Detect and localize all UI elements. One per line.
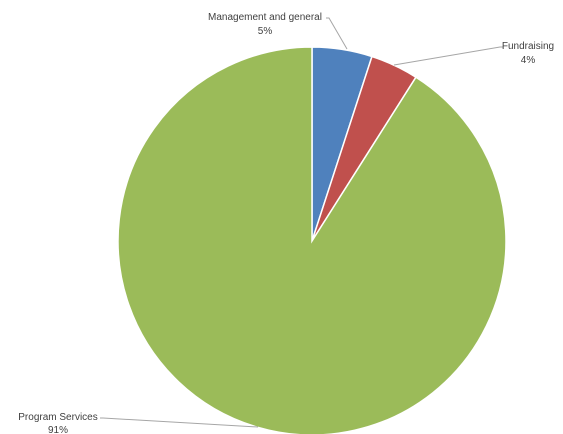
pie-slice-program-services xyxy=(117,46,507,434)
slice-value-program-services: 91% xyxy=(48,425,68,434)
leader-line-fundraising xyxy=(393,46,503,66)
pie-slices xyxy=(117,46,507,434)
slice-value-fundraising: 4% xyxy=(521,55,536,66)
data-labels: Management and general 5% Fundraising 4%… xyxy=(18,12,554,434)
slice-label-program-services: Program Services xyxy=(18,412,97,423)
slice-label-management-and-general: Management and general xyxy=(208,12,322,23)
slice-label-fundraising: Fundraising xyxy=(502,41,554,52)
leader-line-management-and-general xyxy=(326,17,348,50)
leader-line-program-services xyxy=(100,417,259,428)
slice-value-management-and-general: 5% xyxy=(258,26,273,37)
